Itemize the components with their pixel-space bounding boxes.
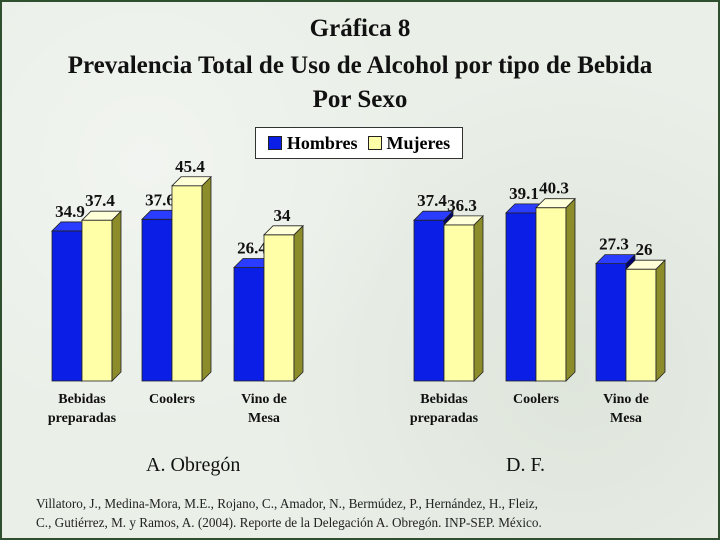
bar-mujeres-2-3 bbox=[625, 259, 666, 382]
data-label-hombres-1-1: 34.9 bbox=[55, 202, 85, 221]
citation: Villatoro, J., Medina-Mora, M.E., Rojano… bbox=[36, 494, 696, 532]
data-label-mujeres-1-3: 34 bbox=[274, 206, 292, 225]
citation-line-2: C., Gutiérrez, M. y Ramos, A. (2004). Re… bbox=[36, 515, 542, 530]
category-label-1-1-line-1: Bebidas bbox=[58, 392, 106, 407]
bar-mujeres-2-1 bbox=[443, 214, 484, 382]
data-label-hombres-2-2: 39.1 bbox=[509, 184, 539, 203]
bar-mujeres-1-1 bbox=[81, 210, 122, 382]
chart-title-line-2: Prevalencia Total de Uso de Alcohol por … bbox=[67, 52, 653, 79]
data-label-mujeres-1-2: 45.4 bbox=[175, 157, 205, 176]
data-label-hombres-1-2: 37.6 bbox=[145, 190, 175, 209]
category-label-1-1-line-2: preparadas bbox=[48, 411, 117, 426]
data-label-hombres-1-3: 26.4 bbox=[237, 238, 267, 257]
data-label-hombres-2-3: 27.3 bbox=[599, 235, 629, 254]
category-label-1-3-line-1: Vino de bbox=[241, 392, 287, 407]
category-label-2-1-line-1: Bebidas bbox=[420, 392, 468, 407]
panel-label-df: D. F. bbox=[506, 454, 545, 476]
chart-panel-1: 34.937.4 Bebidas preparadas 37.645.4 Coolers… bbox=[48, 157, 304, 426]
bar-mujeres-1-3 bbox=[263, 224, 304, 382]
chart-title-line-3: Por Sexo bbox=[312, 86, 408, 113]
category-label-2-3-line-1: Vino de bbox=[603, 392, 649, 407]
citation-line-1: Villatoro, J., Medina-Mora, M.E., Rojano… bbox=[36, 496, 538, 511]
data-label-mujeres-2-1: 36.3 bbox=[447, 196, 477, 215]
legend-swatch-hombres bbox=[267, 136, 282, 150]
chart-panel-2: 37.4 36.3 Bebidas preparadas 39.1 40.3 Coolers… bbox=[410, 179, 666, 426]
legend-item-mujeres: Mujeres bbox=[367, 132, 451, 154]
category-label-2-1-line-2: preparadas bbox=[410, 411, 479, 426]
legend-label-mujeres: Mujeres bbox=[386, 132, 451, 153]
panel-label-obregon: A. Obregón bbox=[146, 454, 241, 476]
data-label-hombres-2-1: 37.4 bbox=[417, 191, 447, 210]
data-label-mujeres-1-1: 37.4 bbox=[85, 191, 115, 210]
data-label-mujeres-2-2: 40.3 bbox=[539, 179, 569, 198]
bar-mujeres-2-2 bbox=[535, 197, 576, 382]
bar-mujeres-1-2 bbox=[171, 175, 212, 382]
legend-swatch-mujeres bbox=[367, 136, 382, 150]
legend-item-hombres: Hombres bbox=[267, 132, 358, 154]
category-label-1-3-line-2: Mesa bbox=[248, 411, 280, 426]
chart-title-line-1: Gráfica 8 bbox=[309, 15, 411, 42]
data-label-mujeres-2-3: 26 bbox=[636, 240, 653, 259]
category-label-2-3-line-2: Mesa bbox=[610, 411, 642, 426]
category-label-2-2-line-1: Coolers bbox=[513, 392, 559, 407]
category-label-1-2-line-1: Coolers bbox=[149, 392, 195, 407]
legend-label-hombres: Hombres bbox=[286, 132, 358, 153]
legend: Hombres Mujeres bbox=[255, 127, 463, 159]
